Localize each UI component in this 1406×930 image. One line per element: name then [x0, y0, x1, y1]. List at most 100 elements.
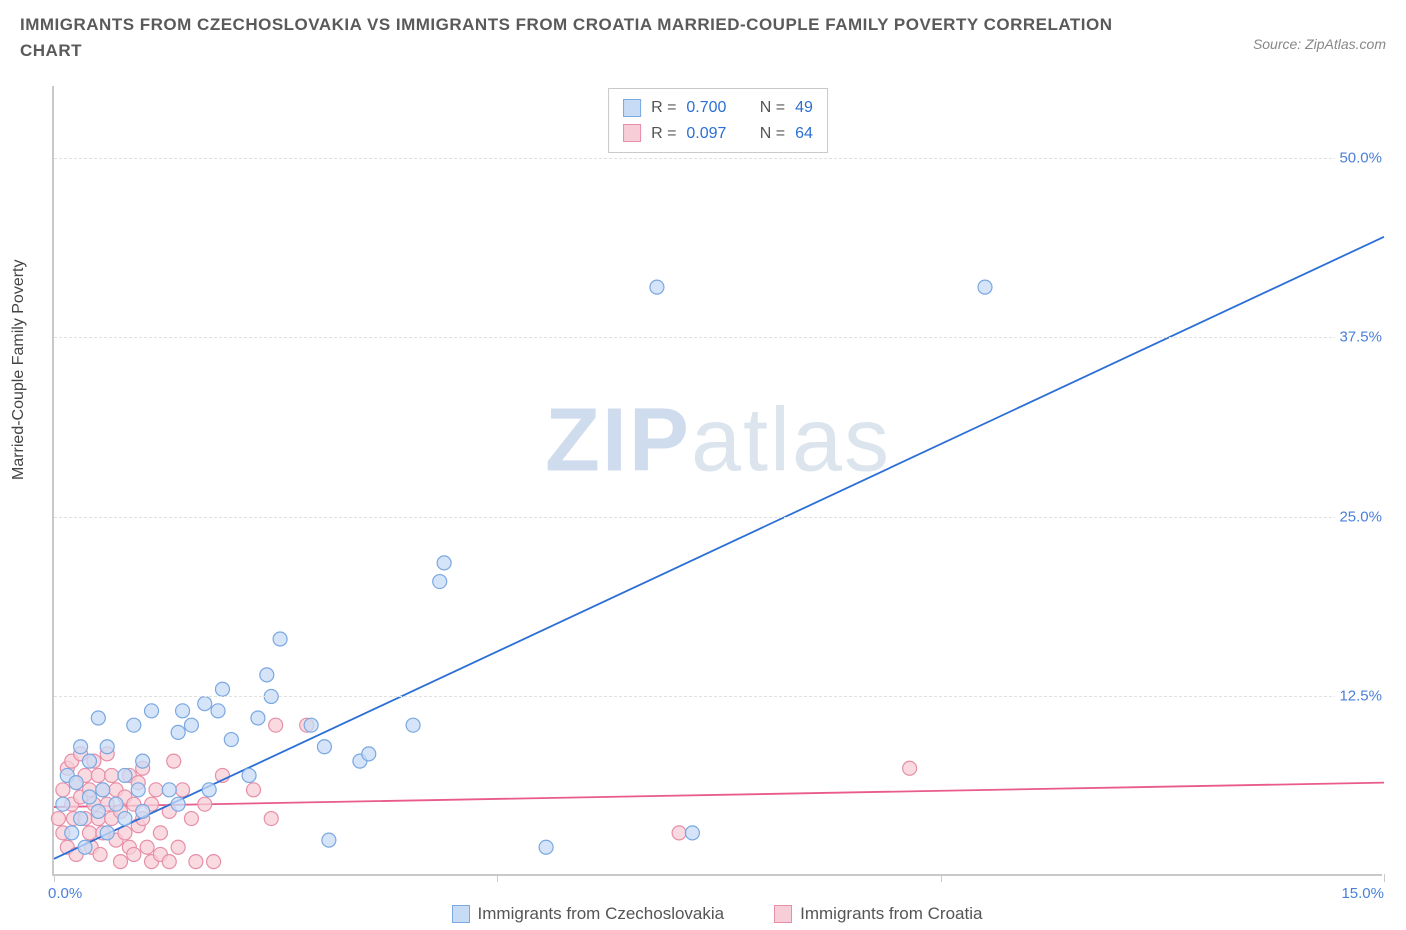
- stats-legend: R = 0.700 N = 49R = 0.097 N = 64: [608, 88, 828, 153]
- legend-item: Immigrants from Czechoslovakia: [452, 904, 725, 924]
- data-point: [114, 855, 128, 869]
- data-point: [56, 783, 70, 797]
- stat-n-label: N =: [760, 121, 785, 147]
- legend-swatch: [774, 905, 792, 923]
- data-point: [978, 280, 992, 294]
- data-point: [100, 826, 114, 840]
- gridline: [54, 696, 1382, 697]
- stat-n-value: 49: [795, 95, 813, 121]
- y-tick-label: 50.0%: [1335, 149, 1386, 166]
- legend-item: Immigrants from Croatia: [774, 904, 982, 924]
- gridline: [54, 337, 1382, 338]
- data-point: [162, 783, 176, 797]
- chart-area: ZIPatlas R = 0.700 N = 49R = 0.097 N = 6…: [52, 86, 1382, 876]
- data-point: [78, 840, 92, 854]
- data-point: [82, 826, 96, 840]
- data-point: [198, 697, 212, 711]
- chart-title: IMMIGRANTS FROM CZECHOSLOVAKIA VS IMMIGR…: [20, 12, 1120, 63]
- data-point: [69, 776, 83, 790]
- data-point: [153, 826, 167, 840]
- data-point: [304, 718, 318, 732]
- data-point: [539, 840, 553, 854]
- data-point: [650, 280, 664, 294]
- data-point: [224, 733, 238, 747]
- source-label: Source: ZipAtlas.com: [1253, 12, 1386, 52]
- stat-r-value: 0.097: [686, 121, 726, 147]
- legend-stat-row: R = 0.700 N = 49: [623, 95, 813, 121]
- data-point: [127, 718, 141, 732]
- data-point: [184, 718, 198, 732]
- x-tick: [54, 874, 55, 882]
- legend-label: Immigrants from Czechoslovakia: [478, 904, 725, 924]
- data-point: [171, 797, 185, 811]
- data-point: [131, 783, 145, 797]
- data-point: [65, 826, 79, 840]
- data-point: [74, 812, 88, 826]
- data-point: [162, 855, 176, 869]
- stat-r-label: R =: [651, 121, 676, 147]
- data-point: [118, 768, 132, 782]
- y-tick-label: 12.5%: [1335, 688, 1386, 705]
- data-point: [56, 797, 70, 811]
- data-point: [207, 855, 221, 869]
- data-point: [91, 768, 105, 782]
- data-point: [91, 804, 105, 818]
- data-point: [127, 847, 141, 861]
- data-point: [322, 833, 336, 847]
- y-axis-label: Married-Couple Family Poverty: [10, 259, 28, 480]
- legend-swatch: [452, 905, 470, 923]
- x-tick: [1384, 874, 1385, 882]
- plot-svg: [54, 86, 1382, 874]
- data-point: [51, 812, 65, 826]
- data-point: [171, 840, 185, 854]
- legend-label: Immigrants from Croatia: [800, 904, 982, 924]
- data-point: [118, 812, 132, 826]
- stat-n-value: 64: [795, 121, 813, 147]
- data-point: [167, 754, 181, 768]
- data-point: [317, 740, 331, 754]
- data-point: [140, 840, 154, 854]
- y-tick-label: 25.0%: [1335, 508, 1386, 525]
- data-point: [251, 711, 265, 725]
- data-point: [685, 826, 699, 840]
- data-point: [903, 761, 917, 775]
- data-point: [184, 812, 198, 826]
- gridline: [54, 158, 1382, 159]
- stat-r-label: R =: [651, 95, 676, 121]
- x-tick: [497, 874, 498, 882]
- y-tick-label: 37.5%: [1335, 329, 1386, 346]
- trend-line: [54, 237, 1384, 859]
- data-point: [189, 855, 203, 869]
- data-point: [93, 847, 107, 861]
- data-point: [96, 783, 110, 797]
- data-point: [82, 790, 96, 804]
- x-tick-label: 0.0%: [48, 885, 82, 902]
- data-point: [260, 668, 274, 682]
- data-point: [247, 783, 261, 797]
- data-point: [105, 768, 119, 782]
- data-point: [433, 575, 447, 589]
- data-point: [242, 768, 256, 782]
- x-tick-label: 15.0%: [1341, 885, 1384, 902]
- data-point: [100, 740, 114, 754]
- series-legend: Immigrants from Czechoslovakia Immigrants…: [52, 904, 1382, 924]
- data-point: [145, 704, 159, 718]
- data-point: [211, 704, 225, 718]
- data-point: [437, 556, 451, 570]
- data-point: [149, 783, 163, 797]
- data-point: [198, 797, 212, 811]
- data-point: [136, 804, 150, 818]
- data-point: [74, 740, 88, 754]
- data-point: [362, 747, 376, 761]
- gridline: [54, 517, 1382, 518]
- data-point: [171, 725, 185, 739]
- data-point: [109, 797, 123, 811]
- data-point: [273, 632, 287, 646]
- data-point: [406, 718, 420, 732]
- x-tick: [941, 874, 942, 882]
- data-point: [176, 704, 190, 718]
- data-point: [672, 826, 686, 840]
- data-point: [82, 754, 96, 768]
- data-point: [176, 783, 190, 797]
- data-point: [269, 718, 283, 732]
